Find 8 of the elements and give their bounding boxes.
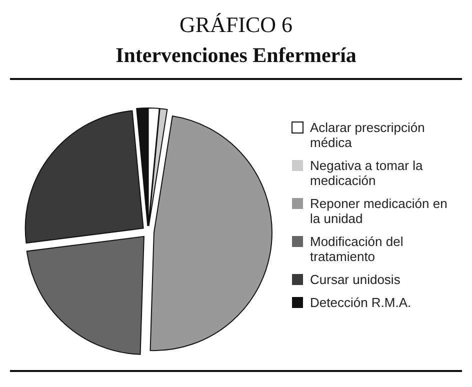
legend-label: Detección R.M.A. bbox=[310, 295, 412, 310]
legend-label: Aclarar prescripción médica bbox=[310, 120, 425, 150]
legend-label: Modificación del tratamiento bbox=[310, 234, 404, 264]
legend-label: Reponer medicación en la unidad bbox=[310, 196, 448, 226]
legend-label: Negativa a tomar la medicación bbox=[310, 158, 424, 188]
chart-subtitle: Intervenciones Enfermería bbox=[116, 43, 357, 67]
chart-title: GRÁFICO 6 bbox=[179, 12, 293, 37]
legend-label: Cursar unidosis bbox=[310, 272, 401, 287]
